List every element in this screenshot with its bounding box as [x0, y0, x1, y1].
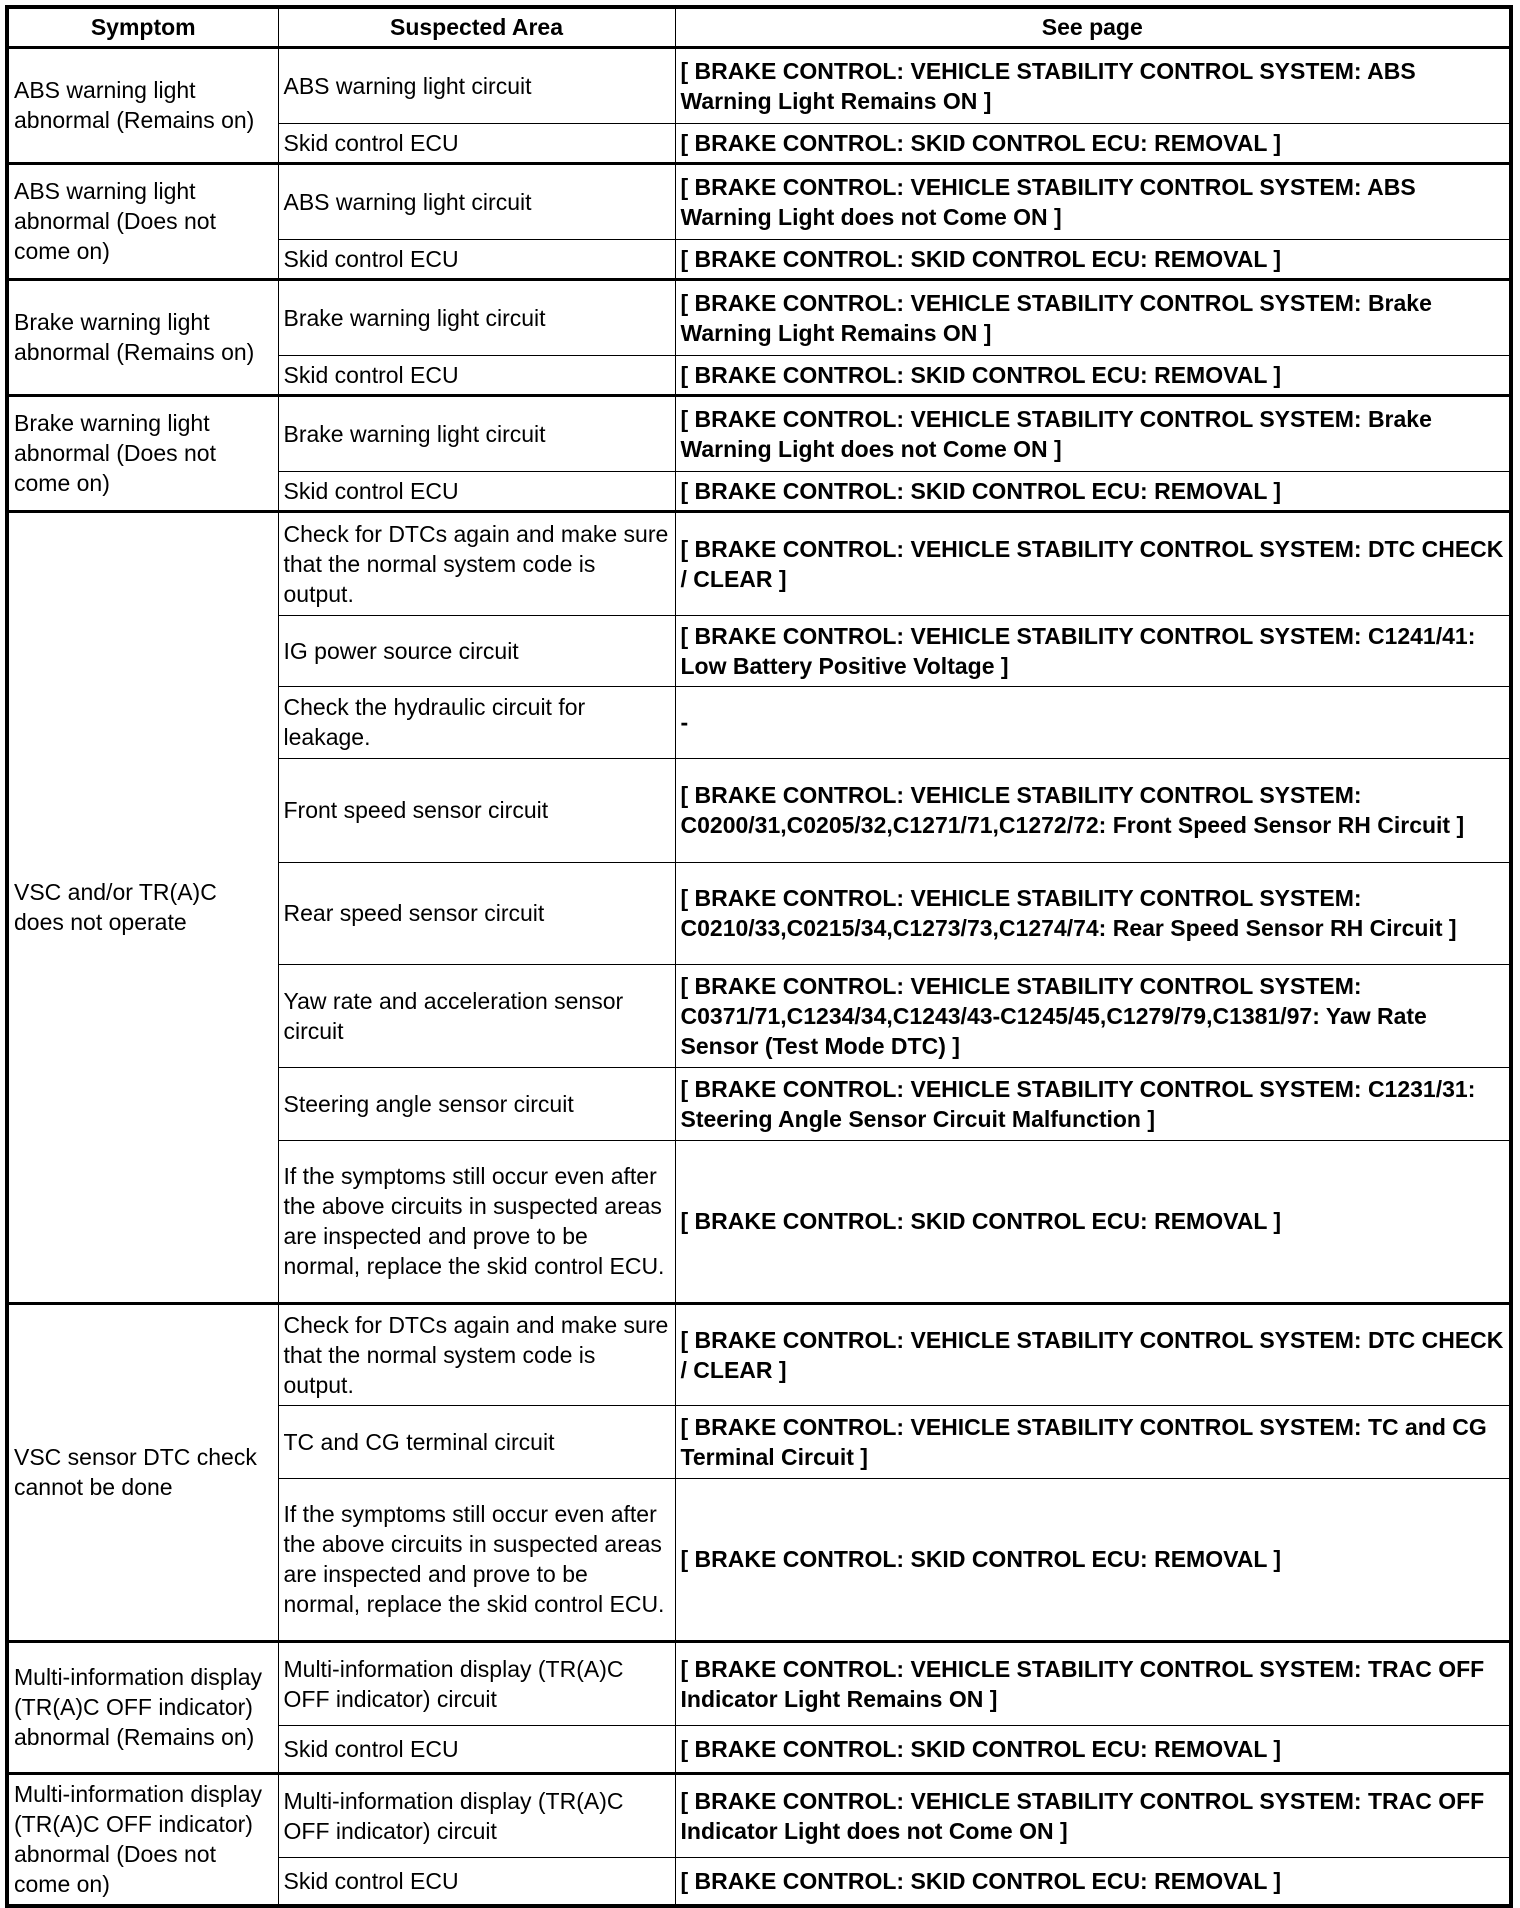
suspected-area-cell: Check the hydraulic circuit for leakage.: [277, 685, 676, 759]
table-row: Skid control ECU[ BRAKE CONTROL: SKID CO…: [7, 354, 1512, 397]
suspected-area-cell: Skid control ECU: [277, 238, 676, 281]
table-row: Steering angle sensor circuit[ BRAKE CON…: [7, 1066, 1512, 1141]
see-page-link[interactable]: [ BRAKE CONTROL: SKID CONTROL ECU: REMOV…: [674, 238, 1512, 281]
see-page-link[interactable]: [ BRAKE CONTROL: VEHICLE STABILITY CONTR…: [674, 1404, 1512, 1479]
table-row: VSC sensor DTC check cannot be done Check…: [6, 1302, 1512, 1643]
see-page-link[interactable]: [ BRAKE CONTROL: VEHICLE STABILITY CONTR…: [674, 1772, 1512, 1858]
table-row: If the symptoms still occur even after t…: [7, 1477, 1512, 1643]
see-page-link[interactable]: [ BRAKE CONTROL: VEHICLE STABILITY CONTR…: [674, 757, 1512, 863]
symptom-cell: ABS warning light abnormal (Does not com…: [6, 162, 279, 281]
see-page-link[interactable]: [ BRAKE CONTROL: SKID CONTROL ECU: REMOV…: [674, 1477, 1512, 1643]
table-row: ABS warning light abnormal (Does not com…: [6, 162, 1512, 281]
symptom-cell: ABS warning light abnormal (Remains on): [6, 46, 279, 165]
suspected-area-cell: Skid control ECU: [277, 1856, 676, 1908]
suspected-area-cell: Brake warning light circuit: [277, 278, 676, 356]
symptom-cell: Multi-information display (TR(A)C OFF in…: [6, 1640, 279, 1775]
table-row: Multi-information display (TR(A)C OFF in…: [6, 1772, 1512, 1908]
suspected-area-cell: Multi-information display (TR(A)C OFF in…: [277, 1772, 676, 1858]
suspected-area-cell: Brake warning light circuit: [277, 394, 676, 472]
table-row: Skid control ECU[ BRAKE CONTROL: SKID CO…: [7, 122, 1512, 165]
see-page-link[interactable]: [ BRAKE CONTROL: SKID CONTROL ECU: REMOV…: [674, 122, 1512, 165]
suspected-area-cell: ABS warning light circuit: [277, 46, 676, 124]
table-row: VSC and/or TR(A)C does not operate Check …: [6, 510, 1512, 1305]
symptom-cell: Brake warning light abnormal (Remains on…: [6, 278, 279, 397]
symptom-cell: Brake warning light abnormal (Does not c…: [6, 394, 279, 513]
see-page-link[interactable]: [ BRAKE CONTROL: VEHICLE STABILITY CONTR…: [674, 278, 1512, 356]
see-page-link[interactable]: [ BRAKE CONTROL: VEHICLE STABILITY CONTR…: [674, 1066, 1512, 1141]
see-page-link[interactable]: [ BRAKE CONTROL: VEHICLE STABILITY CONTR…: [674, 510, 1512, 616]
suspected-area-cell: TC and CG terminal circuit: [277, 1404, 676, 1479]
table-row: ABS warning light abnormal (Remains on) A…: [6, 46, 1512, 165]
table-row: Front speed sensor circuit[ BRAKE CONTRO…: [7, 757, 1512, 863]
table-row: Brake warning light abnormal (Remains on…: [6, 278, 1512, 397]
suspected-area-cell: Skid control ECU: [277, 354, 676, 397]
see-page-link[interactable]: [ BRAKE CONTROL: SKID CONTROL ECU: REMOV…: [674, 470, 1512, 513]
table-row: Skid control ECU[ BRAKE CONTROL: SKID CO…: [7, 470, 1512, 513]
suspected-area-cell: If the symptoms still occur even after t…: [277, 1477, 676, 1643]
symptom-cell: Multi-information display (TR(A)C OFF in…: [6, 1772, 279, 1908]
table-row: Skid control ECU[ BRAKE CONTROL: SKID CO…: [7, 1724, 1512, 1775]
see-page-link[interactable]: [ BRAKE CONTROL: SKID CONTROL ECU: REMOV…: [674, 1856, 1512, 1908]
see-page-link[interactable]: [ BRAKE CONTROL: SKID CONTROL ECU: REMOV…: [674, 354, 1512, 397]
see-page-link[interactable]: [ BRAKE CONTROL: VEHICLE STABILITY CONTR…: [674, 46, 1512, 124]
table-row: Rear speed sensor circuit[ BRAKE CONTROL…: [7, 861, 1512, 965]
see-page-link[interactable]: [ BRAKE CONTROL: VEHICLE STABILITY CONTR…: [674, 614, 1512, 687]
symptom-cell: VSC sensor DTC check cannot be done: [6, 1302, 279, 1643]
symptom-table: Symptom Suspected Area See page ABS warn…: [5, 5, 1513, 1908]
suspected-area-cell: Skid control ECU: [277, 470, 676, 513]
see-page-link[interactable]: [ BRAKE CONTROL: SKID CONTROL ECU: REMOV…: [674, 1139, 1512, 1305]
see-page-link[interactable]: [ BRAKE CONTROL: VEHICLE STABILITY CONTR…: [674, 963, 1512, 1068]
suspected-area-cell: Skid control ECU: [277, 1724, 676, 1775]
suspected-area-cell: Skid control ECU: [277, 122, 676, 165]
see-page-link[interactable]: [ BRAKE CONTROL: VEHICLE STABILITY CONTR…: [674, 1302, 1512, 1406]
suspected-area-cell: IG power source circuit: [277, 614, 676, 687]
header-row: Symptom Suspected Area See page: [6, 6, 1512, 49]
suspected-area-cell: Steering angle sensor circuit: [277, 1066, 676, 1141]
table-row: Skid control ECU[ BRAKE CONTROL: SKID CO…: [7, 1856, 1512, 1908]
suspected-area-cell: Front speed sensor circuit: [277, 757, 676, 863]
table-row: Multi-information display (TR(A)C OFF in…: [6, 1640, 1512, 1775]
header-see-page: See page: [674, 6, 1512, 49]
suspected-area-cell: Check for DTCs again and make sure that …: [277, 1302, 676, 1406]
suspected-area-cell: Yaw rate and acceleration sensor circuit: [277, 963, 676, 1068]
header-suspected-area: Suspected Area: [277, 6, 676, 49]
suspected-area-cell: Multi-information display (TR(A)C OFF in…: [277, 1640, 676, 1726]
see-page-link[interactable]: [ BRAKE CONTROL: SKID CONTROL ECU: REMOV…: [674, 1724, 1512, 1775]
table-row: TC and CG terminal circuit[ BRAKE CONTRO…: [7, 1404, 1512, 1479]
suspected-area-cell: If the symptoms still occur even after t…: [277, 1139, 676, 1305]
see-page-link[interactable]: -: [674, 685, 1512, 759]
suspected-area-cell: Check for DTCs again and make sure that …: [277, 510, 676, 616]
see-page-link[interactable]: [ BRAKE CONTROL: VEHICLE STABILITY CONTR…: [674, 162, 1512, 240]
table-row: Brake warning light abnormal (Does not c…: [6, 394, 1512, 513]
symptom-cell: VSC and/or TR(A)C does not operate: [6, 510, 279, 1305]
table-row: If the symptoms still occur even after t…: [7, 1139, 1512, 1305]
see-page-link[interactable]: [ BRAKE CONTROL: VEHICLE STABILITY CONTR…: [674, 861, 1512, 965]
suspected-area-cell: Rear speed sensor circuit: [277, 861, 676, 965]
table-row: IG power source circuit[ BRAKE CONTROL: …: [7, 614, 1512, 687]
header-symptom: Symptom: [6, 6, 279, 49]
suspected-area-cell: ABS warning light circuit: [277, 162, 676, 240]
see-page-link[interactable]: [ BRAKE CONTROL: VEHICLE STABILITY CONTR…: [674, 1640, 1512, 1726]
table-row: Skid control ECU[ BRAKE CONTROL: SKID CO…: [7, 238, 1512, 281]
see-page-link[interactable]: [ BRAKE CONTROL: VEHICLE STABILITY CONTR…: [674, 394, 1512, 472]
